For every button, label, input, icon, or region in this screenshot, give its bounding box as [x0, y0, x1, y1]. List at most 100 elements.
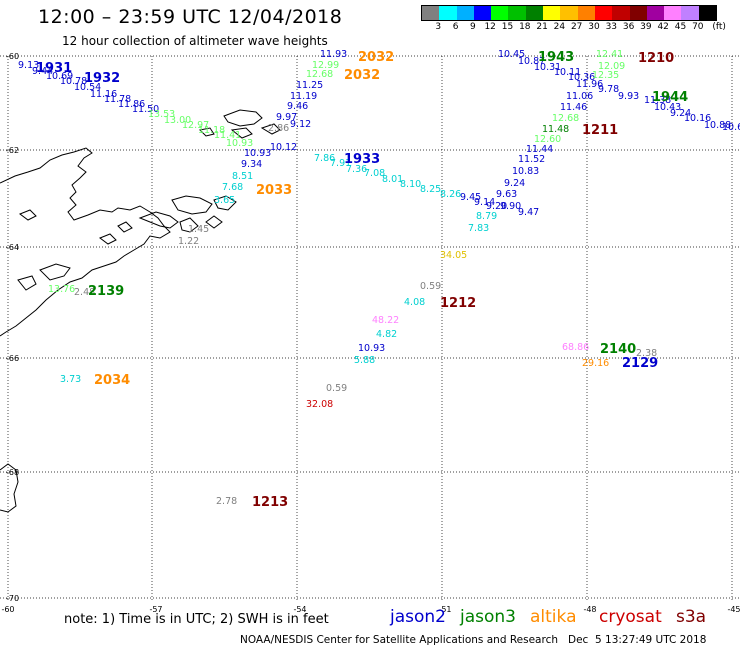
colorbar-swatch	[525, 6, 544, 20]
note-text: note: 1) Time is in UTC; 2) SWH is in fe…	[64, 612, 329, 627]
wave-height-label: 9.24	[504, 178, 525, 189]
pass-number-label: 1931	[36, 61, 72, 76]
wave-height-label: 10.16	[684, 113, 711, 124]
pass-number-label: 2140	[600, 342, 636, 357]
wave-height-label: 11.41	[214, 130, 241, 141]
wave-height-label: 9.93	[618, 91, 639, 102]
pass-number-label: 2129	[622, 356, 658, 371]
wave-height-label: 10.45	[498, 49, 525, 60]
wave-height-label: 1.22	[178, 236, 199, 247]
wave-height-label: 11.52	[518, 154, 545, 165]
pass-number-label: 1213	[252, 495, 288, 510]
longitude-label: -54	[293, 605, 306, 614]
wave-height-label: 8.25	[420, 184, 441, 195]
wave-height-label: 12.97	[182, 120, 209, 131]
colorbar-unit: (ft)	[712, 22, 726, 32]
wave-height-label: 12.68	[552, 113, 579, 124]
colorbar-swatch	[664, 6, 682, 20]
coastline-segment	[223, 109, 263, 127]
wave-height-label: 9.13	[18, 60, 39, 71]
colorbar-swatch	[698, 6, 717, 20]
wave-height-label: 9.45	[460, 192, 481, 203]
wave-height-label: 8.26	[440, 189, 461, 200]
wave-height-label: 13.76	[48, 284, 75, 295]
wave-height-label: 11.93	[320, 49, 347, 60]
colorbar-swatch	[612, 6, 630, 20]
wave-height-label: 8.10	[400, 179, 421, 190]
latitude-label: -60	[6, 52, 19, 61]
wave-height-label: 11.86	[118, 99, 145, 110]
wave-height-label: 11.78	[104, 94, 131, 105]
wave-height-label: 10.43	[654, 102, 681, 113]
wave-height-label: 3.73	[60, 374, 81, 385]
longitude-label: -51	[438, 605, 451, 614]
wave-height-label: 7.83	[468, 223, 489, 234]
colorbar-tick-label: 39	[640, 22, 652, 32]
wave-height-label: 10.36	[568, 72, 595, 83]
pass-number-label: 1210	[638, 51, 674, 66]
wave-height-label: 8.01	[382, 174, 403, 185]
wave-height-label: 29.16	[582, 358, 609, 369]
axis-labels: -60 -62 -64 -66 -68 -70 -60 -57 -54 -51 -48 -45	[1, 52, 740, 614]
pass-number-label: 1211	[582, 123, 618, 138]
wave-height-label: 11.19	[290, 91, 317, 102]
colorbar-swatch	[473, 6, 492, 20]
coastline-segment	[205, 215, 223, 229]
colorbar-swatch	[543, 6, 561, 20]
coastline-segment	[98, 233, 117, 245]
wave-height-label: 1.45	[188, 224, 209, 235]
wave-height-label: 10.6	[722, 122, 740, 133]
wave-height-label: 5.88	[354, 355, 375, 366]
legend-jason3: jason3	[460, 607, 516, 627]
wave-height-label: 10.11	[554, 67, 581, 78]
wave-height-label: 12.41	[596, 49, 623, 60]
coastline-segment	[260, 123, 281, 135]
wave-height-label: 8.51	[232, 171, 253, 182]
wave-height-label: 12.60	[534, 134, 561, 145]
coastline	[0, 109, 281, 513]
pass-number-label: 1944	[652, 90, 688, 105]
colorbar-tick-label: 24	[553, 22, 566, 32]
wave-height-label: 2.86	[268, 123, 289, 134]
colorbar-swatch	[439, 6, 457, 20]
wave-height-label: 7.36	[346, 164, 367, 175]
legend-jason2: jason2	[390, 607, 446, 627]
wave-height-label: 12.09	[598, 61, 625, 72]
wave-height-label: 9.34	[241, 159, 262, 170]
colorbar-tick-label: 36	[622, 22, 635, 32]
longitude-label: -45	[727, 605, 740, 614]
wave-height-label: 9.47	[518, 207, 539, 218]
wave-height-label: 4.08	[404, 297, 425, 308]
wave-height-label: 2.48	[74, 287, 95, 298]
longitude-label: -48	[583, 605, 596, 614]
wave-height-label: 32.08	[306, 399, 333, 410]
map-subtitle: 12 hour collection of altimeter wave hei…	[62, 34, 328, 48]
colorbar-swatch	[491, 6, 509, 20]
wave-height-label: 68.86	[562, 342, 589, 353]
colorbar-tick-label: 30	[588, 22, 600, 32]
legend-s3a: s3a	[676, 607, 707, 627]
longitude-label: -60	[1, 605, 14, 614]
colorbar-tick-label: 27	[570, 22, 583, 32]
colorbar-tick-label: 6	[452, 22, 459, 32]
pass-number-label: 1932	[84, 71, 120, 86]
wave-height-label: 2.78	[216, 496, 237, 507]
colorbar-swatch	[629, 6, 647, 20]
colorbar-swatch	[456, 6, 474, 20]
colorbar-tick-label: 12	[484, 22, 496, 32]
coastline-segment	[171, 195, 213, 215]
wave-height-label: 7.91	[330, 158, 351, 169]
wave-height-label: 10.69	[46, 71, 73, 82]
wave-height-label: 9.90	[500, 201, 521, 212]
wave-height-label: 10.54	[74, 82, 101, 93]
coastline-segment	[117, 221, 133, 233]
pass-number-label: 1933	[344, 152, 380, 167]
wave-height-label: 10.93	[226, 138, 253, 149]
colorbar-legend	[421, 5, 718, 21]
colorbar-swatch	[560, 6, 578, 20]
wave-height-label: 10.31	[534, 62, 561, 73]
coastline-segment	[39, 263, 71, 281]
wave-height-label: 9.97	[276, 112, 297, 123]
wave-height-label: 12.99	[312, 60, 339, 71]
